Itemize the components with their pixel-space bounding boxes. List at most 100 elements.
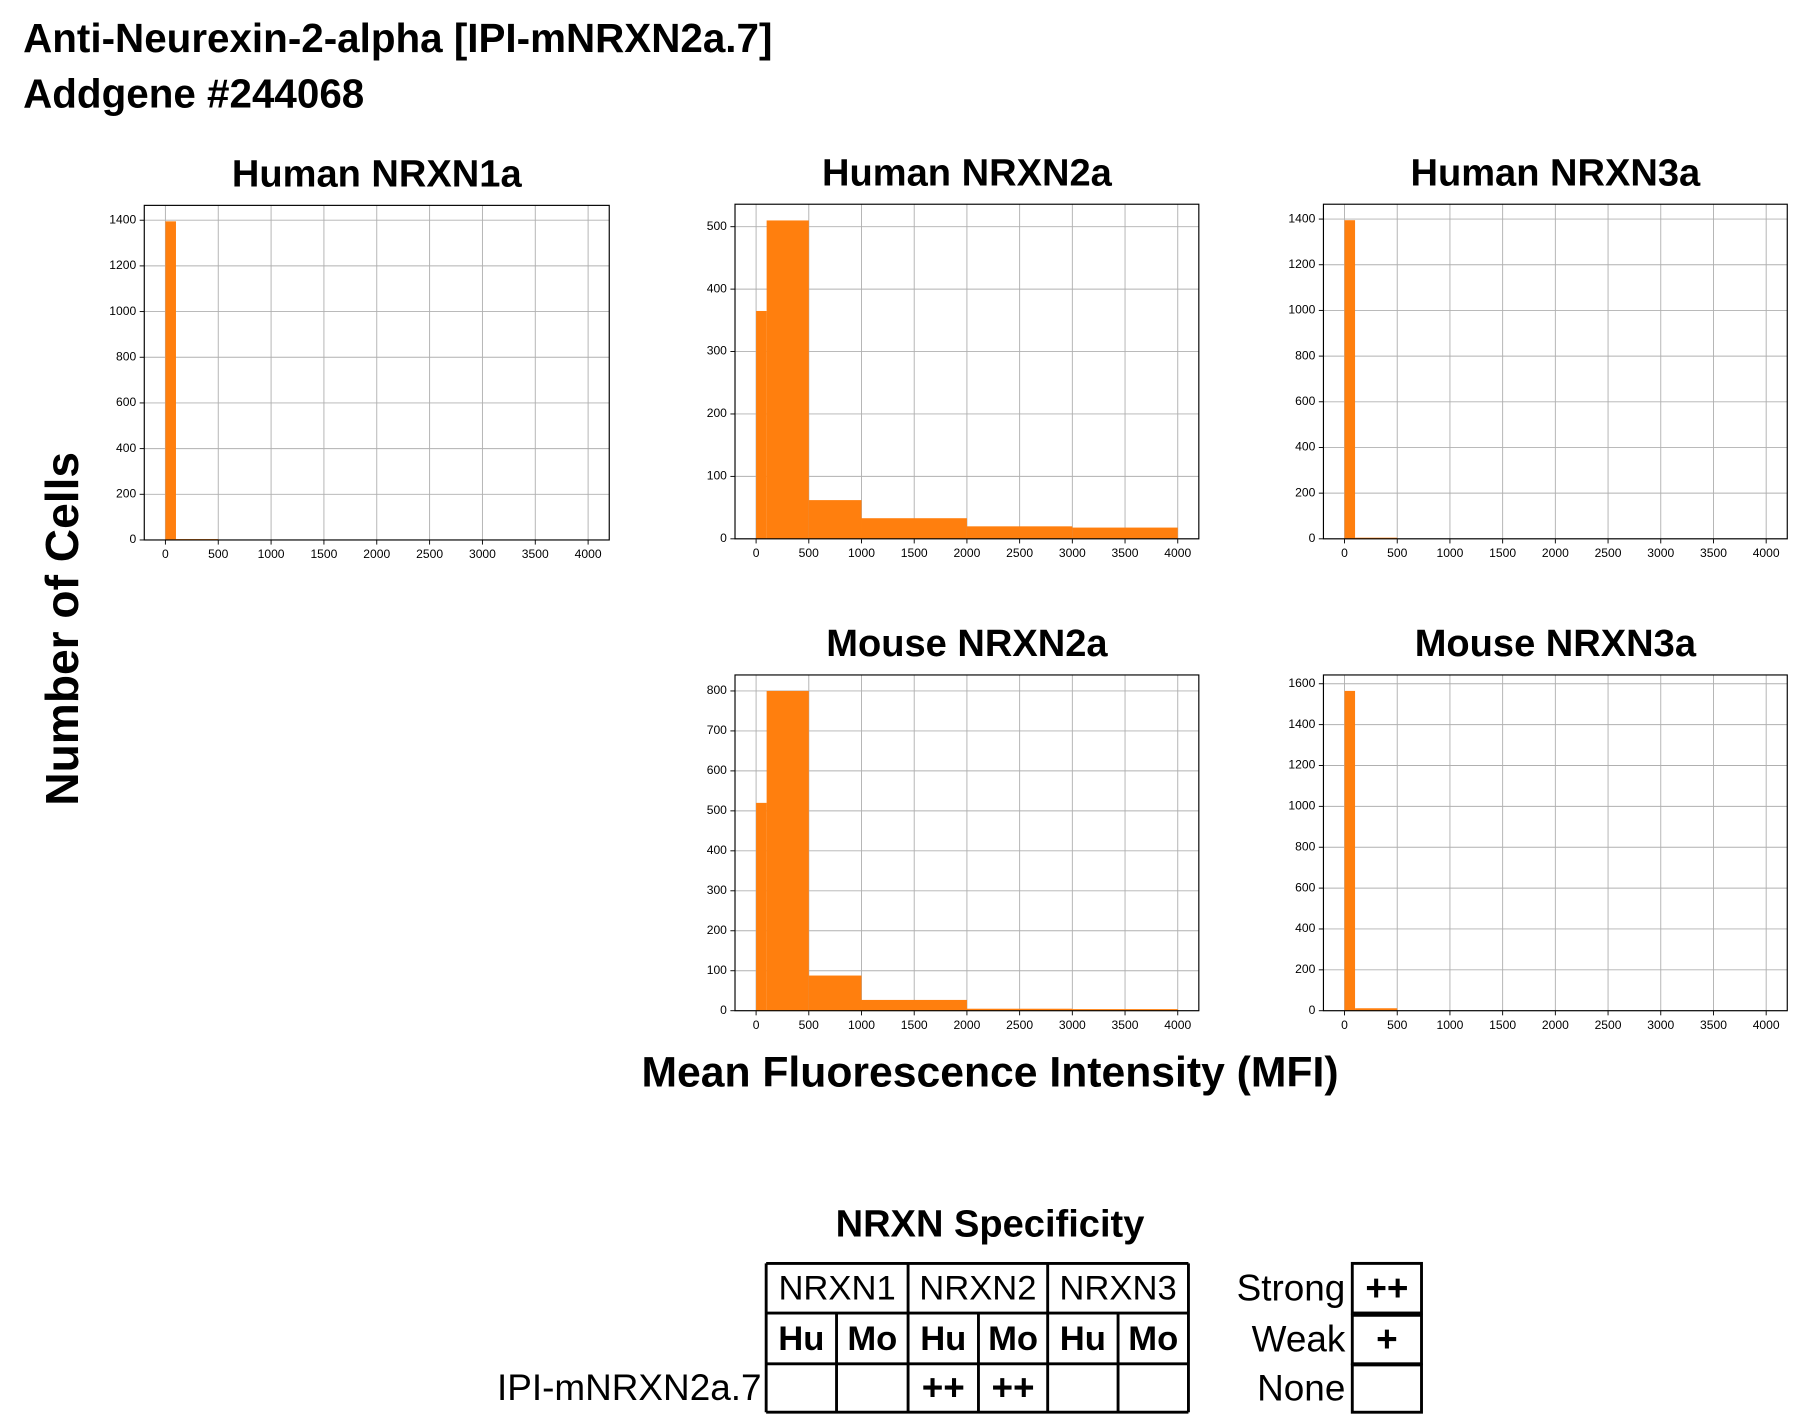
chart-title: Human NRXN2a: [822, 152, 1113, 194]
x-tick-label: 1000: [848, 1018, 875, 1032]
x-tick-label: 500: [799, 1018, 819, 1032]
x-tick-label: 2500: [1595, 1018, 1622, 1032]
x-tick-label: 2500: [1006, 546, 1033, 560]
y-tick-label: 100: [707, 469, 727, 483]
y-tick-label: 0: [720, 531, 727, 545]
species-header: Mo: [1128, 1320, 1178, 1358]
legend-label: Weak: [1252, 1319, 1346, 1360]
species-header: Hu: [778, 1320, 824, 1358]
x-tick-label: 2500: [1006, 1018, 1033, 1032]
bar: [861, 999, 967, 1011]
x-tick-label: 500: [1387, 546, 1407, 560]
legend-symbol: ++: [1365, 1267, 1408, 1308]
y-tick-label: 600: [1295, 394, 1315, 408]
y-tick-label: 400: [1295, 440, 1315, 454]
y-tick-label: 0: [720, 1003, 727, 1017]
species-header: Hu: [1060, 1320, 1106, 1358]
x-tick-label: 3500: [1112, 546, 1139, 560]
y-tick-label: 1200: [1288, 257, 1315, 271]
x-tick-label: 500: [799, 546, 819, 560]
y-tick-label: 600: [707, 763, 727, 777]
y-tick-label: 800: [707, 683, 727, 697]
y-tick-label: 100: [707, 963, 727, 977]
y-tick-label: 0: [1309, 531, 1316, 545]
x-tick-label: 0: [162, 547, 169, 561]
y-tick-label: 200: [707, 923, 727, 937]
x-tick-label: 3000: [1647, 546, 1674, 560]
y-tick-label: 1400: [1288, 717, 1315, 731]
bar: [766, 220, 809, 539]
x-tick-label: 4000: [575, 547, 602, 561]
x-tick-label: 3500: [1700, 546, 1727, 560]
x-tick-label: 3000: [469, 547, 496, 561]
bar: [756, 802, 767, 1011]
legend-box: [1350, 1261, 1423, 1315]
x-tick-label: 3500: [1112, 1018, 1139, 1032]
chart-title: Human NRXN3a: [1410, 152, 1701, 194]
y-tick-label: 1400: [109, 212, 136, 226]
y-tick-label: 400: [707, 281, 727, 295]
bar: [1072, 527, 1178, 539]
row-label: IPI-mNRXN2a.7: [497, 1367, 762, 1408]
x-tick-label: 4000: [1164, 546, 1191, 560]
bar: [766, 690, 809, 1011]
y-tick-label: 1200: [1288, 758, 1315, 772]
x-tick-label: 1500: [901, 1018, 928, 1032]
plot-frame: [734, 674, 1200, 1012]
y-tick-label: 1000: [109, 304, 136, 318]
x-tick-label: 3000: [1059, 546, 1086, 560]
x-tick-label: 500: [1387, 1018, 1407, 1032]
y-tick-label: 0: [129, 532, 136, 546]
chart-title: Human NRXN1a: [232, 154, 523, 196]
x-tick-label: 500: [208, 547, 228, 561]
x-axis-label: Mean Fluorescence Intensity (MFI): [641, 1049, 1338, 1097]
cell: ++: [992, 1367, 1035, 1408]
y-tick-label: 300: [707, 344, 727, 358]
y-tick-label: 500: [707, 803, 727, 817]
x-tick-label: 2000: [953, 1018, 980, 1032]
y-tick-label: 600: [1295, 880, 1315, 894]
x-tick-label: 4000: [1164, 1018, 1191, 1032]
x-tick-label: 2000: [1542, 1018, 1569, 1032]
y-tick-label: 500: [707, 219, 727, 233]
y-tick-label: 400: [116, 441, 136, 455]
species-header: Mo: [847, 1320, 897, 1358]
bar: [1344, 220, 1356, 539]
group-header: NRXN1: [778, 1270, 895, 1308]
bar: [1355, 1008, 1398, 1011]
y-tick-label: 1200: [109, 258, 136, 272]
y-tick-label: 1000: [1288, 303, 1315, 317]
plot-frame: [734, 203, 1200, 540]
y-tick-label: 200: [1295, 485, 1315, 499]
bar: [756, 310, 767, 539]
y-tick-label: 700: [707, 723, 727, 737]
x-tick-label: 3000: [1647, 1018, 1674, 1032]
x-tick-label: 4000: [1753, 1018, 1780, 1032]
y-tick-label: 200: [1295, 962, 1315, 976]
x-tick-label: 1500: [1489, 546, 1516, 560]
y-tick-label: 0: [1309, 1003, 1316, 1017]
plot-frame: [1322, 203, 1788, 540]
x-tick-label: 1500: [310, 547, 337, 561]
bar: [808, 500, 862, 539]
table-title: NRXN Specificity: [836, 1204, 1145, 1246]
x-tick-label: 3500: [1700, 1018, 1727, 1032]
x-tick-label: 1000: [848, 546, 875, 560]
y-tick-label: 1400: [1288, 211, 1315, 225]
bar: [861, 518, 967, 539]
x-tick-label: 4000: [1753, 546, 1780, 560]
x-tick-label: 0: [1341, 546, 1348, 560]
x-tick-label: 2500: [416, 547, 443, 561]
plot-frame: [1322, 674, 1788, 1012]
x-tick-label: 1500: [901, 546, 928, 560]
x-tick-label: 0: [1341, 1018, 1348, 1032]
x-tick-label: 1000: [1436, 1018, 1463, 1032]
legend-box: [1350, 1363, 1423, 1414]
bar: [1072, 1009, 1178, 1011]
y-tick-label: 400: [1295, 921, 1315, 935]
y-tick-label: 200: [116, 486, 136, 500]
species-header: Mo: [988, 1320, 1038, 1358]
y-tick-label: 400: [707, 843, 727, 857]
x-tick-label: 3500: [522, 547, 549, 561]
